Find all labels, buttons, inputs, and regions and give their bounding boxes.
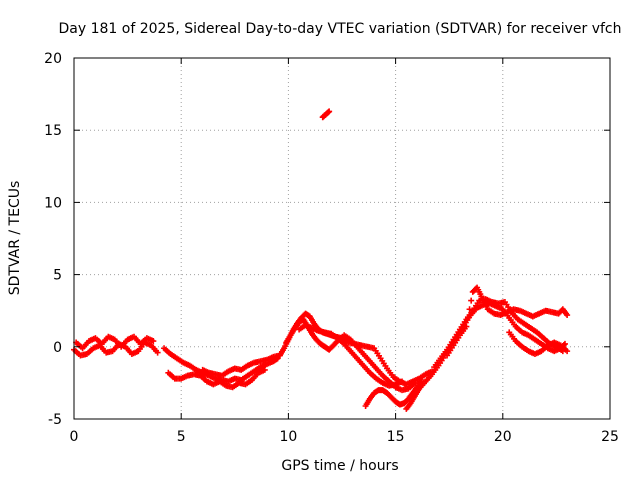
series-arc-14 (319, 108, 333, 121)
plot-frame (73, 57, 611, 420)
x-tick-label: 5 (177, 429, 186, 445)
series-arc-13 (506, 329, 571, 358)
x-axis-label: GPS time / hours (281, 458, 398, 474)
x-tick-label: 10 (279, 429, 297, 445)
series-arc-09 (362, 377, 425, 410)
data-point (399, 378, 406, 385)
x-tick-label: 25 (601, 429, 619, 445)
series-arc-04 (165, 366, 268, 391)
y-tick-label: 5 (53, 268, 62, 284)
data-point (463, 323, 470, 330)
data-layer (71, 108, 571, 412)
data-point (483, 303, 490, 310)
data-point (481, 299, 488, 306)
series-arc-02 (73, 333, 157, 352)
data-point (418, 377, 425, 384)
series-arc-11 (431, 296, 566, 371)
data-point (468, 297, 475, 304)
series-arc-05 (199, 352, 283, 379)
x-tick-label: 15 (387, 429, 405, 445)
data-point (261, 366, 268, 373)
series-arc-08 (296, 322, 406, 389)
y-tick-label: 10 (44, 195, 62, 211)
grid (74, 58, 610, 419)
y-tick-label: 15 (44, 123, 62, 139)
data-point (150, 338, 157, 345)
y-tick-label: -5 (48, 412, 62, 428)
series-arc-12 (444, 284, 571, 359)
series-arc-10 (403, 300, 568, 412)
data-point (564, 312, 571, 319)
series-arc-07 (283, 316, 418, 394)
data-point (326, 108, 333, 115)
data-point (154, 349, 161, 356)
data-point (466, 306, 473, 313)
data-point (479, 296, 486, 303)
y-tick-label: 20 (44, 51, 62, 67)
y-axis-label: SDTVAR / TECUs (7, 181, 23, 296)
data-point (464, 314, 471, 321)
chart-title: Day 181 of 2025, Sidereal Day-to-day VTE… (58, 21, 621, 37)
axes: 0 5 10 15 20 25 -5 0 5 10 15 20 (44, 51, 619, 445)
y-tick-label: 0 (53, 340, 62, 356)
data-point (478, 293, 485, 300)
data-point (564, 348, 571, 355)
x-tick-label: 20 (494, 429, 512, 445)
x-tick-label: 0 (70, 429, 79, 445)
